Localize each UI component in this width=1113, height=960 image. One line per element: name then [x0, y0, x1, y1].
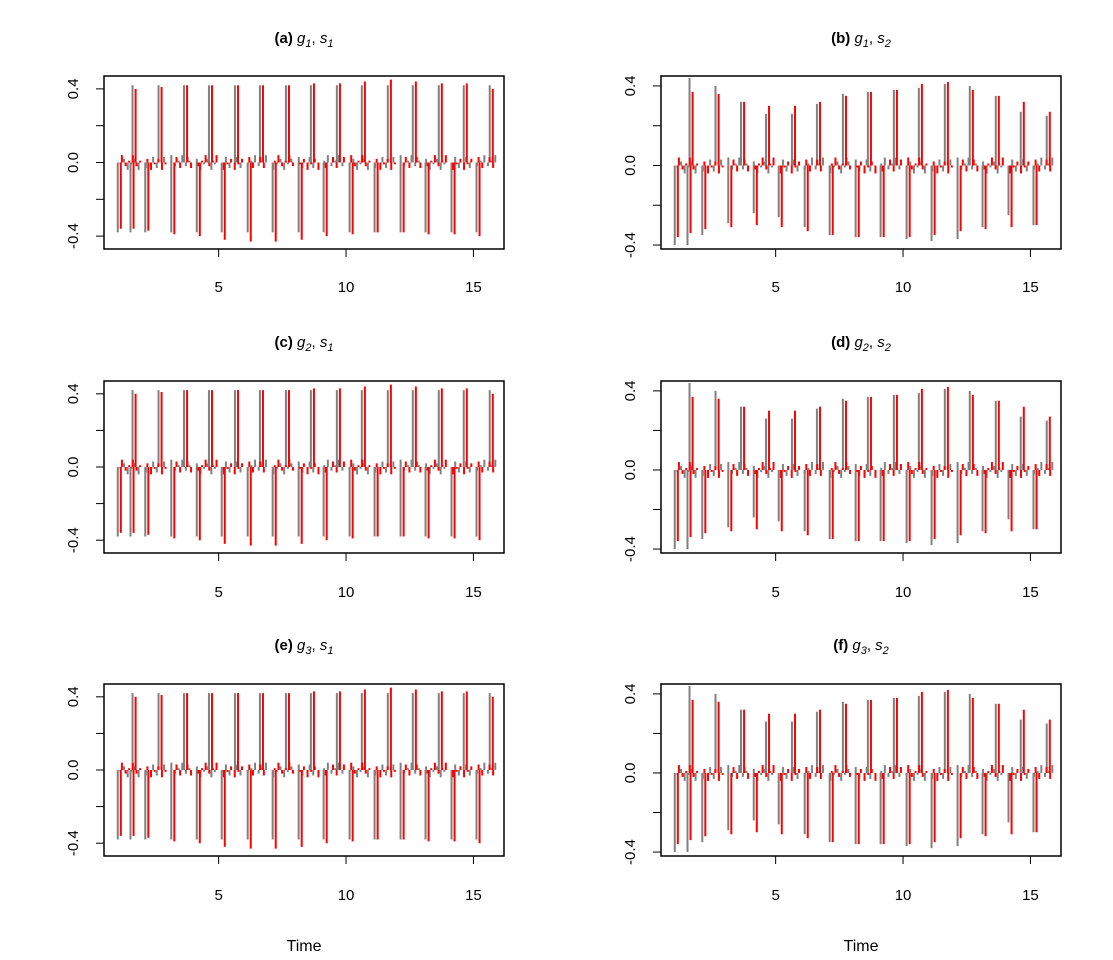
x-tick-label: 5 — [771, 584, 779, 601]
x-tick-label: 10 — [895, 279, 912, 296]
title-s: s — [320, 637, 328, 654]
title-g: g — [297, 637, 306, 654]
title-g: g — [297, 334, 306, 351]
y-tick-label: -0.4 — [65, 223, 82, 249]
x-axis-label: Time — [287, 938, 322, 955]
title-s-sub: 2 — [882, 645, 889, 657]
y-tick-label: -0.4 — [622, 232, 639, 258]
title-label: (a) — [275, 30, 298, 47]
chart-title: (e) g3, s1 — [275, 637, 334, 657]
x-tick-label: 15 — [465, 584, 482, 601]
title-s-sub: 1 — [327, 342, 333, 354]
title-sep: , — [869, 334, 877, 351]
chart-panel: (b) g1, s2 -0.4 0.0 0.4 5 10 15 — [622, 30, 1062, 296]
title-g-sub: 2 — [304, 342, 311, 354]
title-g: g — [297, 30, 306, 47]
y-tick-label: 0.0 — [65, 760, 82, 781]
title-label: (e) — [275, 637, 298, 654]
x-tick-label: 10 — [338, 887, 355, 904]
y-tick-label: 0.0 — [622, 763, 639, 784]
title-s-sub: 2 — [884, 342, 891, 354]
y-tick-label: 0.4 — [65, 686, 82, 707]
title-sep: , — [867, 637, 875, 654]
title-g: g — [852, 637, 861, 654]
y-tick-label: -0.4 — [622, 839, 639, 865]
x-tick-label: 15 — [465, 279, 482, 296]
title-g-sub: 3 — [861, 645, 868, 657]
title-sep: , — [312, 334, 320, 351]
plot-frame — [660, 75, 1062, 250]
title-sep: , — [869, 30, 877, 47]
x-tick-label: 5 — [214, 584, 222, 601]
title-s: s — [320, 30, 328, 47]
chart-title: (c) g2, s1 — [275, 334, 334, 354]
plot-frame — [660, 380, 1062, 554]
title-g-sub: 3 — [305, 645, 312, 657]
title-label: (b) — [831, 30, 854, 47]
chart-title: (f) g3, s2 — [833, 637, 889, 657]
y-tick-label: 0.4 — [622, 76, 639, 97]
x-tick-label: 5 — [214, 887, 222, 904]
x-tick-label: 5 — [771, 279, 779, 296]
x-tick-label: 5 — [214, 279, 222, 296]
y-tick-label: 0.4 — [65, 78, 82, 99]
title-g: g — [854, 334, 863, 351]
title-s-sub: 2 — [884, 38, 891, 50]
title-s-sub: 1 — [327, 645, 333, 657]
title-label: (c) — [275, 334, 298, 351]
title-sep: , — [312, 637, 320, 654]
chart-title: (d) g2, s2 — [831, 334, 891, 354]
y-tick-label: 0.4 — [65, 383, 82, 404]
chart-panel: (c) g2, s1 -0.4 0.0 0.4 5 10 15 — [65, 334, 505, 601]
title-s: s — [875, 637, 883, 654]
y-tick-label: 0.0 — [622, 460, 639, 481]
x-tick-label: 10 — [338, 584, 355, 601]
title-s: s — [320, 334, 328, 351]
title-g-sub: 1 — [863, 38, 869, 50]
y-tick-label: 0.0 — [65, 152, 82, 173]
title-label: (f) — [833, 637, 852, 654]
x-tick-label: 5 — [771, 887, 779, 904]
x-tick-label: 15 — [1022, 887, 1039, 904]
title-g: g — [854, 30, 863, 47]
y-tick-label: 0.0 — [65, 457, 82, 478]
chart-title: (a) g1, s1 — [275, 30, 334, 50]
title-s: s — [877, 30, 885, 47]
title-label: (d) — [831, 334, 854, 351]
title-s: s — [877, 334, 885, 351]
x-tick-label: 15 — [1022, 584, 1039, 601]
x-tick-label: 10 — [895, 584, 912, 601]
plot-frame — [660, 683, 1062, 857]
chart-panel: (d) g2, s2-0.40.00.45 10 15 — [622, 334, 1062, 601]
title-g-sub: 1 — [305, 38, 311, 50]
x-tick-label: 10 — [338, 279, 355, 296]
y-tick-label: -0.4 — [622, 536, 639, 562]
y-tick-label: -0.4 — [65, 527, 82, 553]
y-tick-label: 0.4 — [622, 380, 639, 401]
title-sep: , — [312, 30, 320, 47]
chart-panel: (e) g3, s1 -0.4 0.0 0.4 5 10 15 — [65, 637, 505, 904]
chart-panel: (a) g1, s1-0.40.00.45 10 15 — [65, 30, 505, 296]
chart-panel: (f) g3, s2 -0.4 0.0 0.4 5 10 15 — [622, 637, 1062, 904]
title-g-sub: 2 — [862, 342, 869, 354]
x-tick-label: 15 — [465, 887, 482, 904]
x-axis-label: Time — [844, 938, 879, 955]
y-tick-label: 0.0 — [622, 155, 639, 176]
x-tick-label: 15 — [1022, 279, 1039, 296]
y-tick-label: -0.4 — [65, 830, 82, 856]
y-tick-label: 0.4 — [622, 683, 639, 704]
chart-title: (b) g1, s2 — [831, 30, 891, 50]
x-tick-label: 10 — [895, 887, 912, 904]
title-s-sub: 1 — [327, 38, 333, 50]
